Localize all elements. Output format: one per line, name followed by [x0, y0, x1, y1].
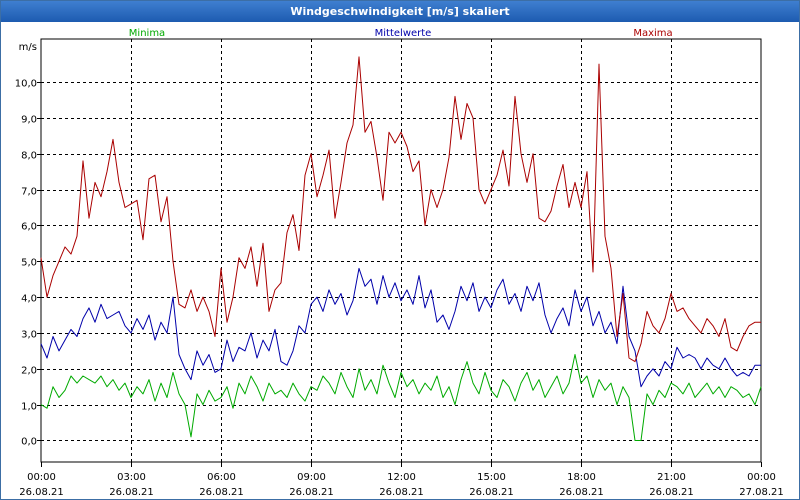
series-line-mittelwerte — [40, 267, 761, 388]
x-tick-time-label: 09:00 — [297, 472, 326, 483]
legend-label-maxima: Maxima — [633, 28, 672, 39]
x-tick-date-label: 26.08.21 — [289, 487, 334, 498]
x-tick-date-label: 26.08.21 — [199, 487, 244, 498]
y-tick-label: 9,0 — [21, 115, 37, 126]
x-tick-time-label: 15:00 — [477, 472, 506, 483]
x-tick-time-label: 00:00 — [27, 472, 56, 483]
legend-label-mittelwerte: Mittelwerte — [375, 28, 432, 39]
series-line-minima — [40, 354, 762, 441]
x-tick-date-label: 26.08.21 — [469, 487, 514, 498]
x-tick-time-label: 21:00 — [657, 472, 686, 483]
x-tick-date-label: 26.08.21 — [649, 487, 694, 498]
x-tick-time-label: 18:00 — [567, 472, 596, 483]
y-tick-label: 10,0 — [15, 79, 37, 90]
x-tick-date-label: 27.08.21 — [739, 487, 784, 498]
x-tick-time-label: 12:00 — [387, 472, 416, 483]
y-tick-label: 1,0 — [21, 402, 37, 413]
x-tick-date-label: 26.08.21 — [19, 487, 64, 498]
x-tick-time-label: 06:00 — [207, 472, 236, 483]
window-title: Windgeschwindigkeit [m/s] skaliert — [1, 1, 799, 22]
x-tick-time-label: 03:00 — [117, 472, 146, 483]
x-tick-time-label: 00:00 — [747, 472, 776, 483]
y-axis-unit-label: m/s — [19, 42, 37, 53]
legend-label-minima: Minima — [129, 28, 165, 39]
series-line-maxima — [40, 56, 761, 363]
y-tick-label: 2,0 — [21, 366, 37, 377]
y-tick-label: 0,0 — [21, 437, 37, 448]
x-tick-date-label: 26.08.21 — [109, 487, 154, 498]
x-tick-date-label: 26.08.21 — [559, 487, 604, 498]
y-tick-label: 7,0 — [21, 187, 37, 198]
y-tick-label: 4,0 — [21, 294, 37, 305]
y-tick-label: 6,0 — [21, 222, 37, 233]
x-tick-date-label: 26.08.21 — [379, 487, 424, 498]
y-tick-label: 3,0 — [21, 330, 37, 341]
y-tick-label: 8,0 — [21, 151, 37, 162]
y-tick-label: 5,0 — [21, 258, 37, 269]
